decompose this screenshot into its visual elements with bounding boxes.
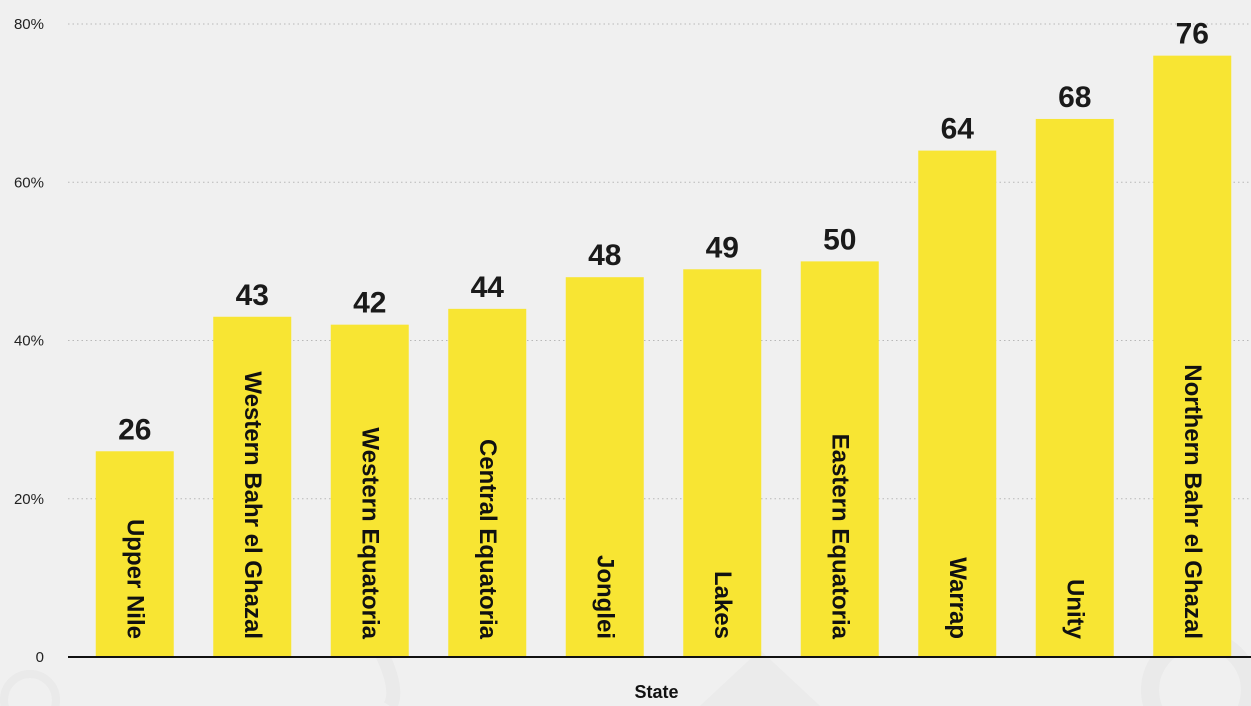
- bar-value-label: 50: [823, 223, 856, 256]
- category-labels: Upper Nile Western Bahr el Ghazal Western …: [121, 364, 1206, 639]
- bar: [1035, 118, 1114, 657]
- watermark-ring: [0, 670, 60, 706]
- category-label: Unity: [1061, 579, 1088, 640]
- category-label: Jonglei: [591, 555, 618, 639]
- category-label: Eastern Equatoria: [826, 434, 853, 640]
- y-tick-label: 80%: [14, 16, 44, 33]
- x-axis-title: State: [634, 682, 678, 702]
- bar: [683, 269, 762, 657]
- category-label: Northern Bahr el Ghazal: [1179, 364, 1206, 639]
- bar: [213, 316, 292, 657]
- category-label: Central Equatoria: [474, 439, 501, 640]
- bar: [448, 308, 527, 657]
- watermark-arc: [373, 646, 401, 706]
- bar: [330, 324, 409, 657]
- y-tick-label: 0: [36, 649, 44, 666]
- bar: [565, 277, 644, 657]
- y-tick-label: 20%: [14, 491, 44, 508]
- bar-value-label: 42: [353, 287, 386, 320]
- category-label: Lakes: [709, 571, 736, 639]
- watermark-arrow: [700, 650, 820, 706]
- y-axis-ticks: 0 20% 40% 60% 80%: [14, 16, 44, 666]
- category-label: Western Equatoria: [356, 427, 383, 639]
- bar: [800, 261, 879, 657]
- bar-value-label: 48: [588, 239, 621, 272]
- bar: [95, 451, 174, 657]
- bar-value-label: 49: [706, 231, 739, 264]
- y-tick-label: 60%: [14, 174, 44, 191]
- bar-value-label: 26: [118, 413, 151, 446]
- category-label: Western Bahr el Ghazal: [239, 371, 266, 639]
- bars: [95, 55, 1232, 657]
- value-labels: 26 43 42 44 48 49 50 64 68 76: [118, 18, 1209, 447]
- bar-value-label: 64: [941, 113, 975, 146]
- bar: [1153, 55, 1232, 657]
- bar-value-label: 68: [1058, 81, 1091, 114]
- bar-value-label: 43: [236, 279, 269, 312]
- y-tick-label: 40%: [14, 333, 44, 350]
- bar: [918, 150, 997, 657]
- category-label: Warrap: [944, 557, 971, 639]
- category-label: Upper Nile: [121, 519, 148, 639]
- bar-value-label: 76: [1176, 18, 1209, 51]
- bar-value-label: 44: [471, 271, 505, 304]
